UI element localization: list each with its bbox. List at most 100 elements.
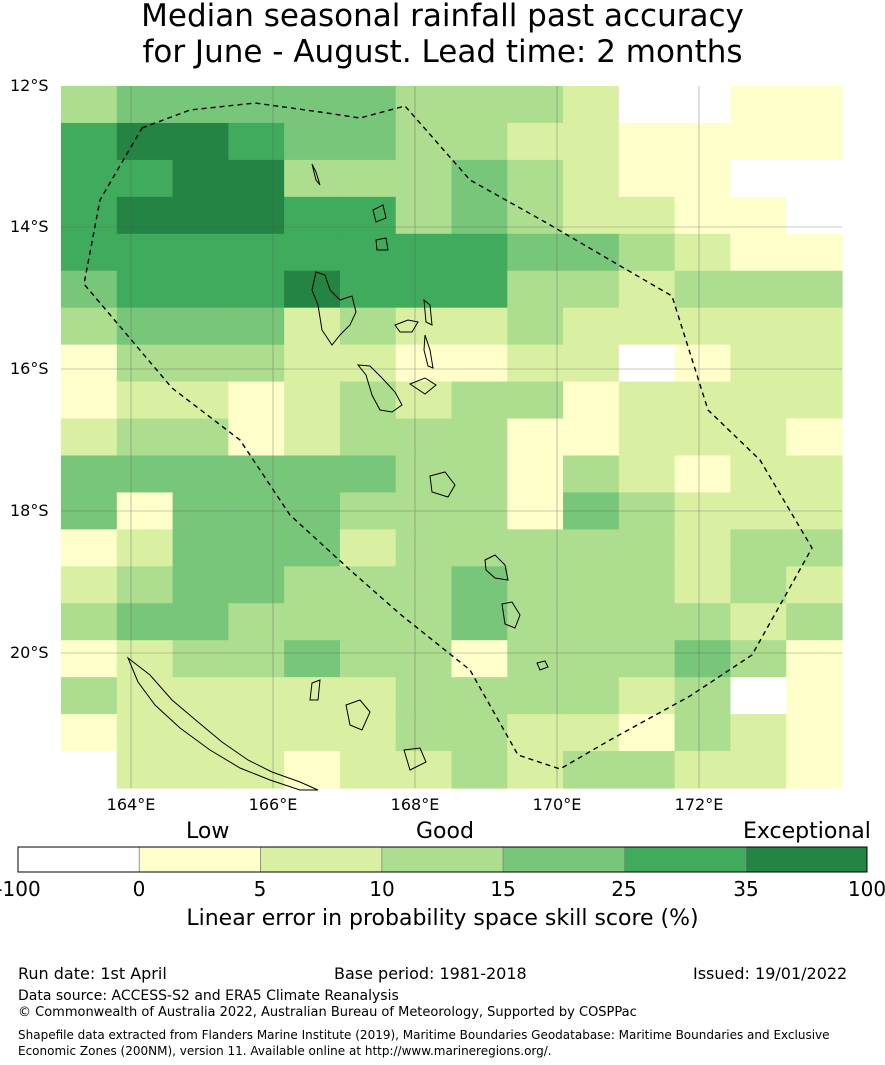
skill-cell <box>674 196 732 235</box>
skill-cell <box>395 529 453 567</box>
skill-cell <box>451 381 508 420</box>
skill-cell <box>61 344 118 383</box>
skill-cell <box>618 751 676 789</box>
skill-cell <box>563 381 620 420</box>
colorbar-segment <box>502 846 625 873</box>
skill-cell <box>674 529 732 567</box>
lon-label-168e: 168°E <box>390 795 440 814</box>
skill-cell <box>228 677 285 715</box>
skill-cell <box>116 751 174 789</box>
skill-cell <box>284 196 341 235</box>
skill-cell <box>451 677 508 715</box>
skill-cell <box>228 455 285 494</box>
skill-cell <box>228 529 285 567</box>
colorbar <box>17 846 868 873</box>
skill-cell <box>228 196 285 235</box>
skill-cell <box>339 677 397 715</box>
skill-cell <box>674 418 732 457</box>
skill-cell <box>61 677 118 715</box>
skill-cell <box>172 122 229 161</box>
skill-map <box>61 86 843 791</box>
skill-cell <box>451 455 508 494</box>
skill-cell <box>172 344 229 383</box>
skill-cell <box>786 640 843 678</box>
skill-cell <box>618 566 676 604</box>
skill-cell <box>395 640 453 678</box>
skill-cell <box>172 714 229 752</box>
skill-cell <box>730 418 787 457</box>
skill-cell <box>507 751 564 789</box>
skill-cell <box>284 381 341 420</box>
skill-cell <box>172 640 229 678</box>
skill-cell <box>172 566 229 604</box>
skill-cell <box>786 714 843 752</box>
skill-cell <box>563 751 620 789</box>
skill-cell <box>395 86 453 124</box>
skill-cell <box>786 381 843 420</box>
lon-label-172e: 172°E <box>674 795 724 814</box>
skill-cell <box>786 122 843 161</box>
skill-cell <box>451 418 508 457</box>
skill-cell <box>228 270 285 309</box>
skill-cell <box>786 418 843 457</box>
skill-cell <box>730 529 787 567</box>
skill-cell <box>61 122 118 161</box>
skill-cell <box>339 640 397 678</box>
skill-cell <box>674 233 732 272</box>
colorbar-segment <box>381 846 504 873</box>
skill-cell <box>618 529 676 567</box>
skill-cell <box>507 381 564 420</box>
island-lifou <box>345 699 371 731</box>
category-low: Low <box>186 819 230 844</box>
skill-cell <box>61 418 118 457</box>
skill-cell <box>451 86 508 124</box>
skill-cell <box>228 86 285 124</box>
skill-cell <box>563 603 620 641</box>
skill-cell <box>507 677 564 715</box>
skill-cell <box>395 714 453 752</box>
skill-cell <box>618 344 676 383</box>
skill-cell <box>172 455 229 494</box>
skill-cell <box>786 196 843 235</box>
skill-cell <box>228 714 285 752</box>
skill-cell <box>618 418 676 457</box>
skill-cell <box>284 714 341 752</box>
skill-cell <box>116 233 174 272</box>
skill-cell <box>172 677 229 715</box>
skill-cell <box>618 196 676 235</box>
skill-cell <box>674 714 732 752</box>
skill-cell <box>563 196 620 235</box>
island-mare <box>403 747 427 771</box>
island-gaua <box>372 204 387 223</box>
skill-cell <box>563 418 620 457</box>
island-maewo <box>423 298 433 326</box>
skill-cell <box>339 307 397 346</box>
skill-cell <box>61 270 118 309</box>
skill-cell <box>395 159 453 198</box>
skill-cell <box>172 270 229 309</box>
skill-cell <box>61 381 118 420</box>
colorbar-tick: 15 <box>490 877 516 901</box>
skill-cell <box>116 455 174 494</box>
skill-cell <box>507 270 564 309</box>
skill-cell <box>339 86 397 124</box>
skill-cell <box>786 233 843 272</box>
skill-cell <box>284 122 341 161</box>
skill-cell <box>339 529 397 567</box>
skill-cell <box>339 603 397 641</box>
skill-cell <box>228 640 285 678</box>
skill-cell <box>284 603 341 641</box>
skill-cell <box>395 196 453 235</box>
colorbar-tick: 25 <box>611 877 637 901</box>
skill-cell <box>730 714 787 752</box>
skill-cell <box>730 159 787 198</box>
skill-cell <box>339 455 397 494</box>
skill-cell <box>786 307 843 346</box>
colorbar-tick: 100 <box>847 877 885 901</box>
skill-cell <box>339 270 397 309</box>
skill-cell <box>395 233 453 272</box>
colorbar-segment <box>138 846 261 873</box>
skill-cell <box>61 159 118 198</box>
base-period: Base period: 1981-2018 <box>334 964 527 983</box>
skill-cell <box>618 270 676 309</box>
